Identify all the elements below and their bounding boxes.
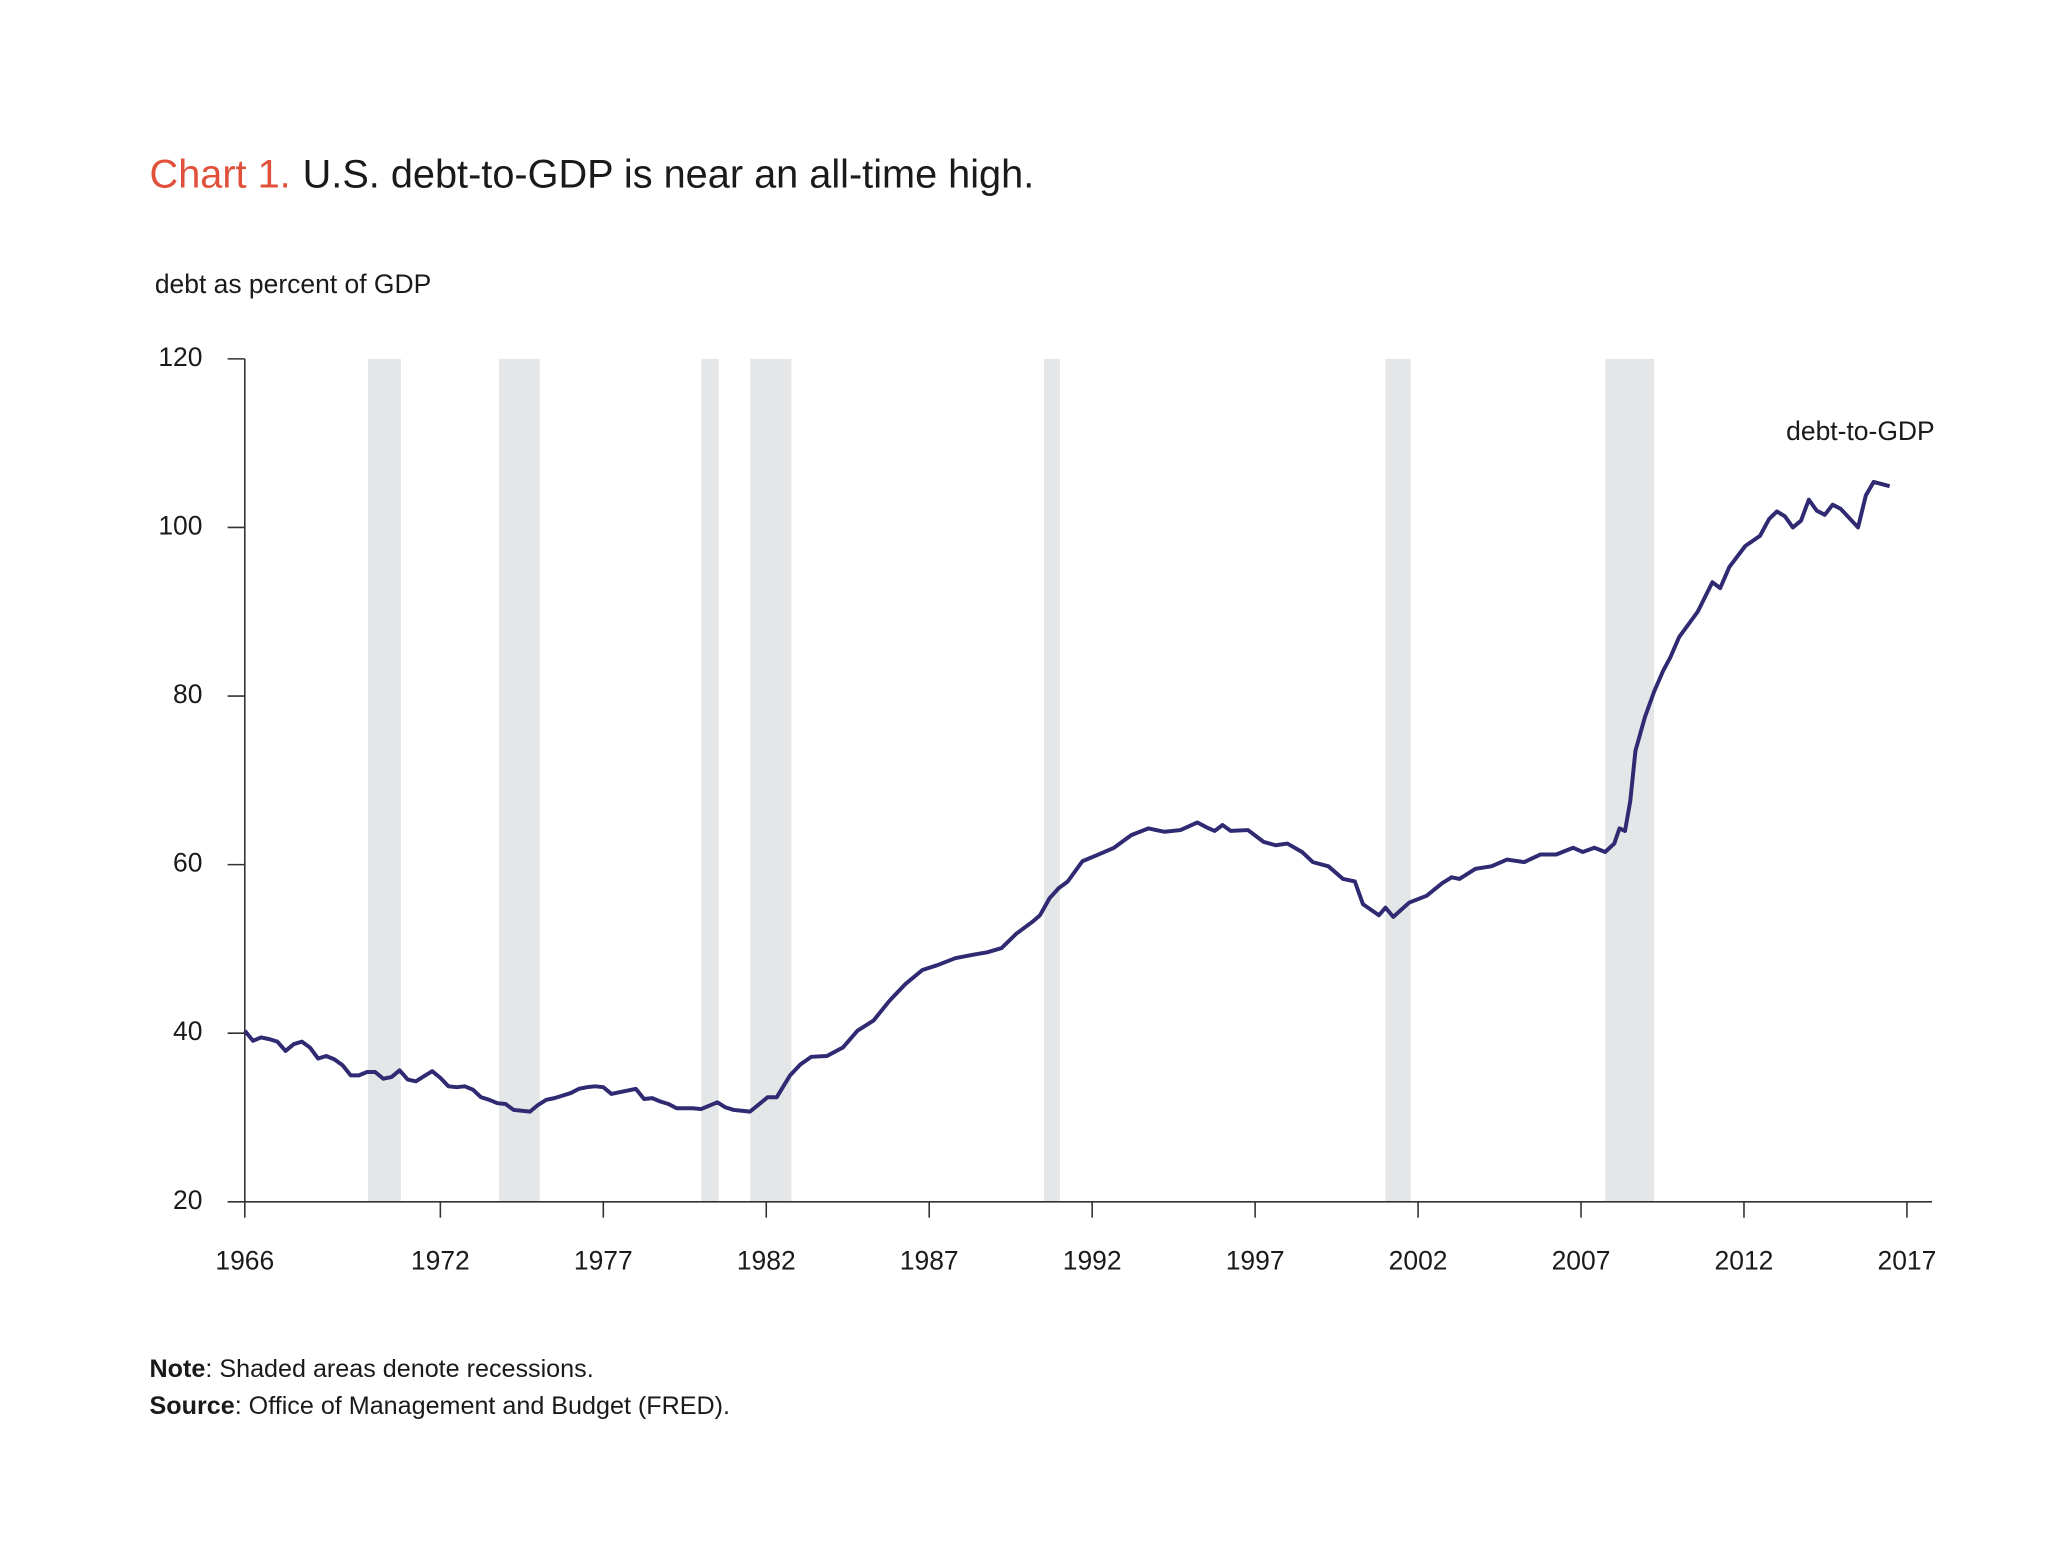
x-tick-label: 2017 bbox=[1877, 1246, 1936, 1276]
plot-area: 20 40 60 80 100 120 1966 1972 1977 1982 1987 1992 19… bbox=[158, 342, 1936, 1276]
note: Note: Shaded areas denote recessions. bbox=[150, 1355, 594, 1383]
x-tick-label: 1997 bbox=[1226, 1246, 1285, 1276]
chart-heading: Chart 1. U.S. debt-to-GDP is near an all-… bbox=[150, 153, 1035, 197]
series-label: debt-to-GDP bbox=[1786, 416, 1935, 446]
y-tick-label: 80 bbox=[173, 679, 202, 709]
y-tick-label: 60 bbox=[173, 848, 202, 878]
chart-title: U.S. debt-to-GDP is near an all-time hig… bbox=[303, 153, 1035, 197]
note-text: : Office of Management and Budget (FRED)… bbox=[235, 1392, 730, 1420]
x-tick-label: 2007 bbox=[1552, 1246, 1611, 1276]
note-label: Source bbox=[150, 1392, 235, 1420]
note-label: Note bbox=[150, 1355, 206, 1383]
recession-band bbox=[499, 358, 540, 1202]
y-tick-label: 120 bbox=[158, 342, 202, 372]
x-tick-label: 2012 bbox=[1715, 1246, 1774, 1276]
x-tick-label: 1977 bbox=[574, 1246, 633, 1276]
recession-band bbox=[368, 358, 401, 1202]
x-tick-label: 1966 bbox=[215, 1246, 274, 1276]
y-tick-label: 40 bbox=[173, 1016, 202, 1046]
x-tick-label: 1987 bbox=[900, 1246, 959, 1276]
y-axis-label: debt as percent of GDP bbox=[155, 269, 431, 299]
y-tick-label: 100 bbox=[158, 510, 202, 540]
y-tick-label: 20 bbox=[173, 1185, 202, 1215]
notes: Note: Shaded areas denote recessions. Sou… bbox=[150, 1355, 731, 1420]
note: Source: Office of Management and Budget … bbox=[150, 1392, 731, 1420]
x-tick-label: 1972 bbox=[411, 1246, 470, 1276]
recession-band bbox=[750, 358, 792, 1202]
recession-band bbox=[1605, 358, 1655, 1202]
note-text: : Shaded areas denote recessions. bbox=[205, 1355, 593, 1383]
x-tick-label: 1982 bbox=[737, 1246, 796, 1276]
data-line bbox=[243, 479, 1891, 1114]
recession-band bbox=[1043, 358, 1060, 1202]
recession-band bbox=[1385, 358, 1411, 1202]
chart-label: Chart 1. bbox=[150, 153, 291, 197]
x-tick-label: 2002 bbox=[1389, 1246, 1448, 1276]
recession-band bbox=[701, 358, 719, 1202]
x-tick-label: 1992 bbox=[1063, 1246, 1122, 1276]
